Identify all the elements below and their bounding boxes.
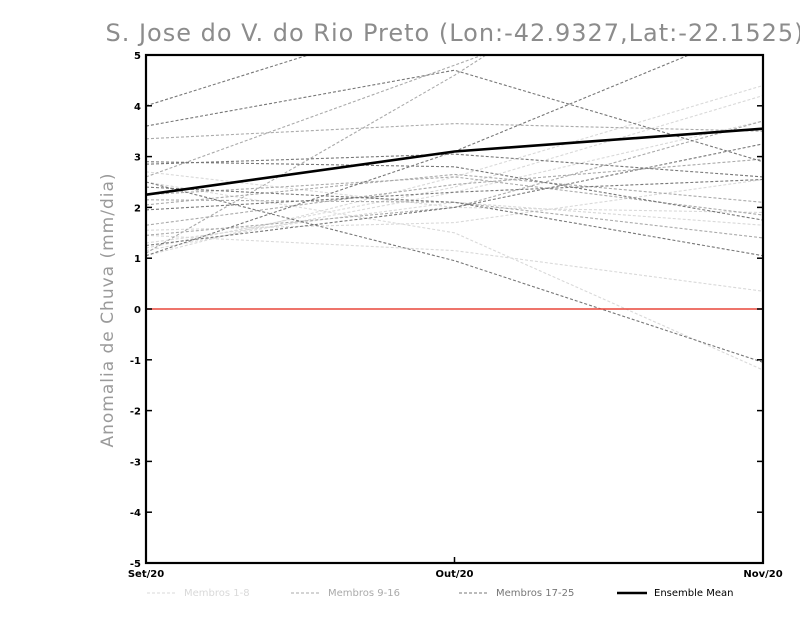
series-line-member-4	[146, 178, 763, 231]
series-line-member-19	[146, 161, 763, 221]
y-tick-label: 0	[134, 305, 141, 316]
y-tick-label: -5	[130, 559, 141, 570]
y-tick-label: 4	[134, 102, 141, 113]
series-line-member-2	[146, 95, 763, 249]
y-tick-label: 5	[134, 51, 141, 62]
series-group	[146, 55, 763, 371]
legend-label-3: Membros 17-25	[496, 588, 574, 599]
x-tick-label: Nov/20	[743, 569, 782, 580]
chart-title: S. Jose do V. do Rio Preto (Lon:-42.9327…	[105, 19, 800, 47]
series-line-member-8	[146, 120, 763, 252]
y-tick-label: -1	[130, 356, 141, 367]
legend: Membros 1-8 Membros 9-16 Membros 17-25 Ense…	[147, 588, 733, 599]
series-line-member-14	[146, 199, 763, 239]
x-tick-label: Out/20	[436, 569, 474, 580]
y-tick-label: 2	[134, 203, 141, 214]
series-line-member-25	[146, 143, 763, 247]
series-line-member-6	[146, 201, 763, 244]
series-line-member-18	[146, 55, 311, 107]
axes: -5 -4 -3 -2 -1 0 1 2 3 4 5 Set/20 Out/20 Nov/20	[128, 51, 783, 580]
series-line-member-9	[146, 123, 763, 140]
series-line-member-11	[146, 55, 488, 254]
y-axis-label: Anomalia de Chuva (mm/dia)	[98, 172, 118, 447]
series-line-member-1	[146, 84, 763, 257]
series-line-member-7	[146, 181, 763, 371]
legend-label-1: Membros 1-8	[184, 588, 250, 599]
series-line-member-12	[146, 173, 763, 206]
y-tick-label: 3	[134, 153, 141, 164]
y-tick-label: 1	[134, 254, 141, 265]
series-line-member-17	[146, 69, 763, 163]
y-tick-label: -4	[130, 508, 141, 519]
series-line-member-3	[146, 234, 763, 292]
x-tick-label: Set/20	[128, 569, 164, 580]
series-line-member-13	[146, 158, 763, 226]
y-tick-label: -2	[130, 407, 141, 418]
y-tick-label: -3	[130, 457, 141, 468]
legend-label-2: Membros 9-16	[328, 588, 400, 599]
series-line-member-24	[146, 181, 763, 363]
series-line-ensemble-mean	[146, 127, 763, 196]
legend-label-4: Ensemble Mean	[654, 588, 733, 599]
series-line-member-23	[146, 55, 691, 257]
series-line-member-21	[146, 186, 763, 257]
series-line-member-20	[146, 153, 763, 178]
